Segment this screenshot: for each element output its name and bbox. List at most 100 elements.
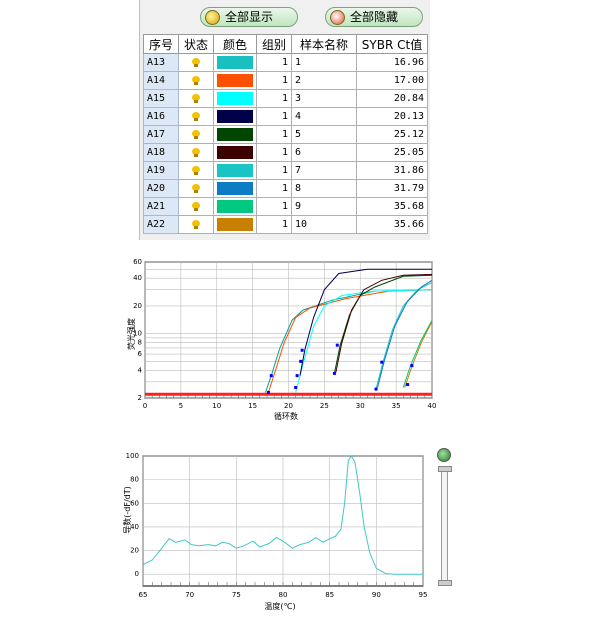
zoom-slider[interactable] (437, 448, 452, 588)
lightbulb-icon[interactable] (192, 75, 200, 86)
amp-series-line-6[interactable] (335, 273, 433, 373)
color-swatch[interactable] (217, 128, 253, 141)
amp-ct-marker[interactable] (380, 360, 384, 364)
row-ct-value: 25.12 (356, 125, 428, 144)
row-status[interactable] (178, 215, 214, 234)
row-id[interactable]: A17 (143, 125, 179, 144)
table-row[interactable]: A15 1 3 20.84 (143, 89, 428, 108)
table-row[interactable]: A13 1 1 16.96 (143, 53, 428, 72)
row-color[interactable] (213, 125, 257, 144)
color-swatch[interactable] (217, 56, 253, 69)
zoom-reset-icon[interactable] (437, 448, 451, 462)
color-swatch[interactable] (217, 218, 253, 231)
row-color[interactable] (213, 89, 257, 108)
table-row[interactable]: A18 1 6 25.05 (143, 143, 428, 162)
lightbulb-icon[interactable] (192, 57, 200, 68)
row-id[interactable]: A15 (143, 89, 179, 108)
row-id[interactable]: A18 (143, 143, 179, 162)
amp-series-line-3[interactable] (295, 289, 433, 393)
color-swatch[interactable] (217, 92, 253, 105)
amp-series-line-4[interactable] (299, 268, 432, 376)
melt-series-line-1[interactable] (142, 455, 423, 575)
amp-series-line-1[interactable] (265, 289, 433, 393)
melt-x-tick-label: 85 (325, 591, 334, 599)
amp-y-tick-label: 60 (133, 258, 142, 266)
amp-series-line-2[interactable] (267, 289, 433, 393)
amp-ct-marker[interactable] (266, 390, 270, 394)
lightbulb-icon[interactable] (192, 201, 200, 212)
table-row[interactable]: A14 1 2 17.00 (143, 71, 428, 90)
row-color[interactable] (213, 161, 257, 180)
row-id[interactable]: A19 (143, 161, 179, 180)
amp-ct-marker[interactable] (335, 343, 339, 347)
color-swatch[interactable] (217, 146, 253, 159)
col-header-group[interactable]: 组别 (256, 34, 292, 54)
table-row[interactable]: A17 1 5 25.12 (143, 125, 428, 144)
row-status[interactable] (178, 53, 214, 72)
row-status[interactable] (178, 89, 214, 108)
slider-thumb-bottom[interactable] (438, 580, 452, 586)
row-status[interactable] (178, 107, 214, 126)
row-color[interactable] (213, 197, 257, 216)
row-color[interactable] (213, 143, 257, 162)
row-color[interactable] (213, 107, 257, 126)
col-header-color[interactable]: 颜色 (213, 34, 257, 54)
slider-track[interactable] (441, 470, 448, 584)
amp-ct-marker[interactable] (269, 374, 273, 378)
color-swatch[interactable] (217, 182, 253, 195)
row-status[interactable] (178, 197, 214, 216)
row-status[interactable] (178, 179, 214, 198)
amp-ct-marker[interactable] (299, 359, 303, 363)
row-status[interactable] (178, 71, 214, 90)
row-status[interactable] (178, 161, 214, 180)
hide-all-button[interactable]: 全部隐藏 (325, 7, 423, 27)
color-swatch[interactable] (217, 164, 253, 177)
row-id[interactable]: A16 (143, 107, 179, 126)
amp-series-line-9[interactable] (402, 319, 433, 388)
table-row[interactable]: A20 1 8 31.79 (143, 179, 428, 198)
melt-y-tick-label: 80 (130, 476, 139, 484)
lightbulb-icon[interactable] (192, 165, 200, 176)
row-color[interactable] (213, 215, 257, 234)
row-id[interactable]: A22 (143, 215, 179, 234)
table-row[interactable]: A16 1 4 20.13 (143, 107, 428, 126)
table-row[interactable]: A19 1 7 31.86 (143, 161, 428, 180)
col-header-status[interactable]: 状态 (178, 34, 214, 54)
color-swatch[interactable] (217, 74, 253, 87)
amp-ct-marker[interactable] (406, 383, 410, 387)
amp-series-line-8[interactable] (377, 279, 433, 388)
lightbulb-icon[interactable] (192, 93, 200, 104)
row-color[interactable] (213, 71, 257, 90)
amp-ct-marker[interactable] (410, 364, 414, 368)
show-all-button[interactable]: 全部显示 (200, 7, 298, 27)
table-row[interactable]: A22 1 10 35.66 (143, 215, 428, 234)
row-id[interactable]: A14 (143, 71, 179, 90)
row-id[interactable]: A13 (143, 53, 179, 72)
slider-thumb-top[interactable] (438, 466, 452, 472)
row-status[interactable] (178, 143, 214, 162)
amp-ct-marker[interactable] (300, 348, 304, 352)
row-color[interactable] (213, 179, 257, 198)
amp-ct-marker[interactable] (295, 374, 299, 378)
color-swatch[interactable] (217, 110, 253, 123)
amp-ct-marker[interactable] (294, 386, 298, 390)
row-group: 1 (256, 89, 292, 108)
lightbulb-icon[interactable] (192, 111, 200, 122)
lightbulb-icon[interactable] (192, 183, 200, 194)
row-id[interactable]: A21 (143, 197, 179, 216)
lightbulb-icon[interactable] (192, 129, 200, 140)
lightbulb-icon[interactable] (192, 147, 200, 158)
row-status[interactable] (178, 125, 214, 144)
col-header-index[interactable]: 序号 (143, 34, 179, 54)
col-header-sample-name[interactable]: 样本名称 (291, 34, 357, 54)
table-row[interactable]: A21 1 9 35.68 (143, 197, 428, 216)
amp-series-line-10[interactable] (404, 321, 433, 388)
lightbulb-icon[interactable] (192, 219, 200, 230)
color-swatch[interactable] (217, 200, 253, 213)
row-id[interactable]: A20 (143, 179, 179, 198)
amp-ct-marker[interactable] (332, 371, 336, 375)
melt-x-tick-label: 75 (232, 591, 241, 599)
amp-ct-marker[interactable] (374, 387, 378, 391)
col-header-ct[interactable]: SYBR Ct值 (356, 34, 428, 54)
row-color[interactable] (213, 53, 257, 72)
